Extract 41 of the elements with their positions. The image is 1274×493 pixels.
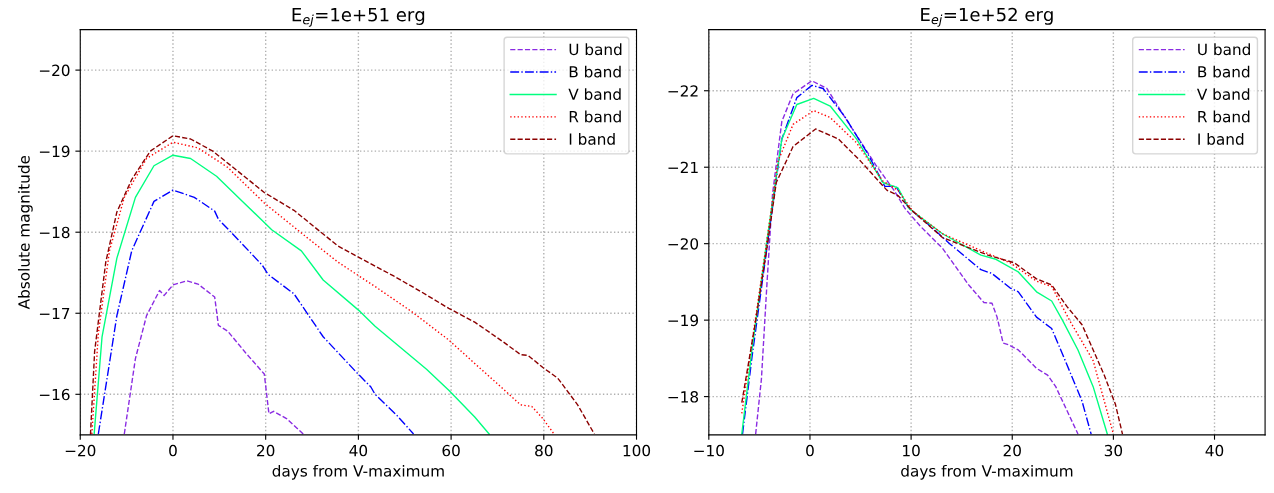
legend-label: V band [568, 88, 621, 101]
legend-label: U band [569, 43, 622, 56]
legend-label: U band [1198, 43, 1250, 56]
line-series [93, 154, 490, 435]
y-tick-label: −18 [39, 226, 70, 239]
y-tick-label: −22 [668, 85, 698, 97]
x-axis-title: days from V-maximum [901, 464, 1073, 480]
x-tick-label: 30 [1104, 444, 1123, 457]
legend-label: B band [569, 65, 621, 78]
x-tick-label: −10 [694, 444, 724, 457]
y-tick-label: −21 [668, 161, 698, 174]
x-tick-label: 80 [535, 444, 553, 457]
x-tick-label: 0 [806, 444, 814, 457]
y-axis-title: Absolute magnitude [17, 155, 33, 310]
legend-label: V band [1196, 88, 1250, 101]
y-tick-label: −20 [668, 238, 699, 250]
x-tick-label: 0 [169, 444, 177, 457]
x-tick-label: 40 [349, 444, 368, 457]
x-tick-label: 40 [1205, 444, 1224, 457]
chart-title: E$_{ej}$=1e+51 erg [292, 8, 425, 27]
x-tick-label: 100 [623, 444, 651, 457]
y-tick-label: −18 [668, 391, 699, 403]
legend-label: I band [1198, 133, 1244, 145]
y-tick-label: −17 [39, 307, 70, 320]
x-tick-label: −20 [65, 444, 96, 457]
legend-label: R band [1198, 110, 1250, 123]
legend-label: I band [569, 133, 615, 145]
line-series [123, 280, 304, 435]
x-tick-label: 10 [903, 444, 920, 457]
legend-label: B band [1198, 65, 1250, 78]
y-tick-label: −19 [39, 145, 70, 158]
x-tick-label: 20 [1003, 444, 1021, 457]
x-tick-label: 60 [442, 444, 460, 457]
y-tick-label: −16 [39, 388, 70, 401]
y-tick-label: −19 [668, 314, 699, 327]
x-axis-title: days from V-maximum [272, 464, 444, 480]
line-series [97, 189, 415, 435]
chart-title: E$_{ej}$=1e+52 erg [921, 7, 1053, 27]
legend-label: R band [569, 110, 621, 123]
x-tick-label: 20 [257, 444, 275, 457]
y-tick-label: −20 [39, 64, 70, 77]
